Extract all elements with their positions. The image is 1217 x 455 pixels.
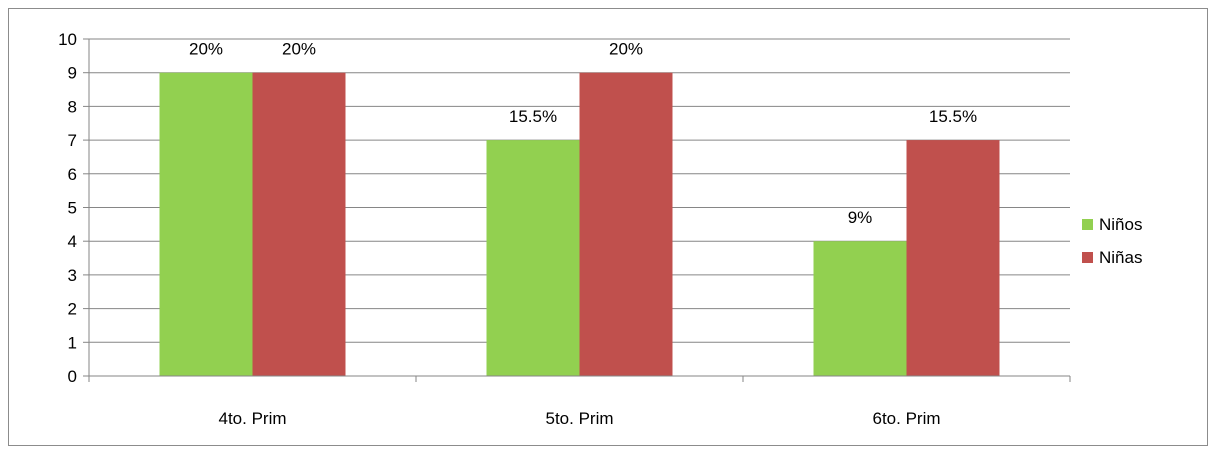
data-label: 15.5% <box>929 107 977 126</box>
bar <box>813 241 907 376</box>
y-tick-label: 1 <box>68 333 77 352</box>
bars <box>159 72 1000 376</box>
bar <box>486 140 580 376</box>
x-tick-label: 6to. Prim <box>872 409 940 428</box>
data-label: 20% <box>609 40 643 59</box>
bar <box>252 72 346 376</box>
data-label: 9% <box>848 208 873 227</box>
legend: Niños Niñas <box>1082 215 1142 267</box>
y-tick-label: 8 <box>68 97 77 116</box>
y-tick-label: 2 <box>68 300 77 319</box>
data-labels: 20% 20% 15.5% 20% 9% 15.5% <box>189 40 977 227</box>
x-tick-label: 5to. Prim <box>545 409 613 428</box>
y-tick-label: 4 <box>68 232 77 251</box>
chart-frame: 0 1 2 3 4 5 6 7 8 9 10 4to. Prim 5to. Prim 6to. Prim … <box>8 8 1208 446</box>
bar <box>579 72 673 376</box>
x-tick-label: 4to. Prim <box>218 409 286 428</box>
legend-label: Niñas <box>1099 248 1142 267</box>
y-tick-label: 0 <box>68 367 77 386</box>
y-tick-label: 6 <box>68 165 77 184</box>
y-tick-label: 3 <box>68 266 77 285</box>
legend-label: Niños <box>1099 215 1142 234</box>
data-label: 20% <box>189 40 223 59</box>
y-tick-label: 9 <box>68 64 77 83</box>
y-tick-label: 5 <box>68 199 77 218</box>
bar <box>906 140 1000 376</box>
y-tick-label: 7 <box>68 131 77 150</box>
legend-swatch <box>1082 252 1093 263</box>
data-label: 15.5% <box>509 107 557 126</box>
legend-swatch <box>1082 219 1093 230</box>
bar <box>159 72 253 376</box>
axes: 0 1 2 3 4 5 6 7 8 9 10 4to. Prim 5to. Prim 6to. Prim <box>58 30 1071 428</box>
y-tick-label: 10 <box>58 30 77 49</box>
data-label: 20% <box>282 40 316 59</box>
